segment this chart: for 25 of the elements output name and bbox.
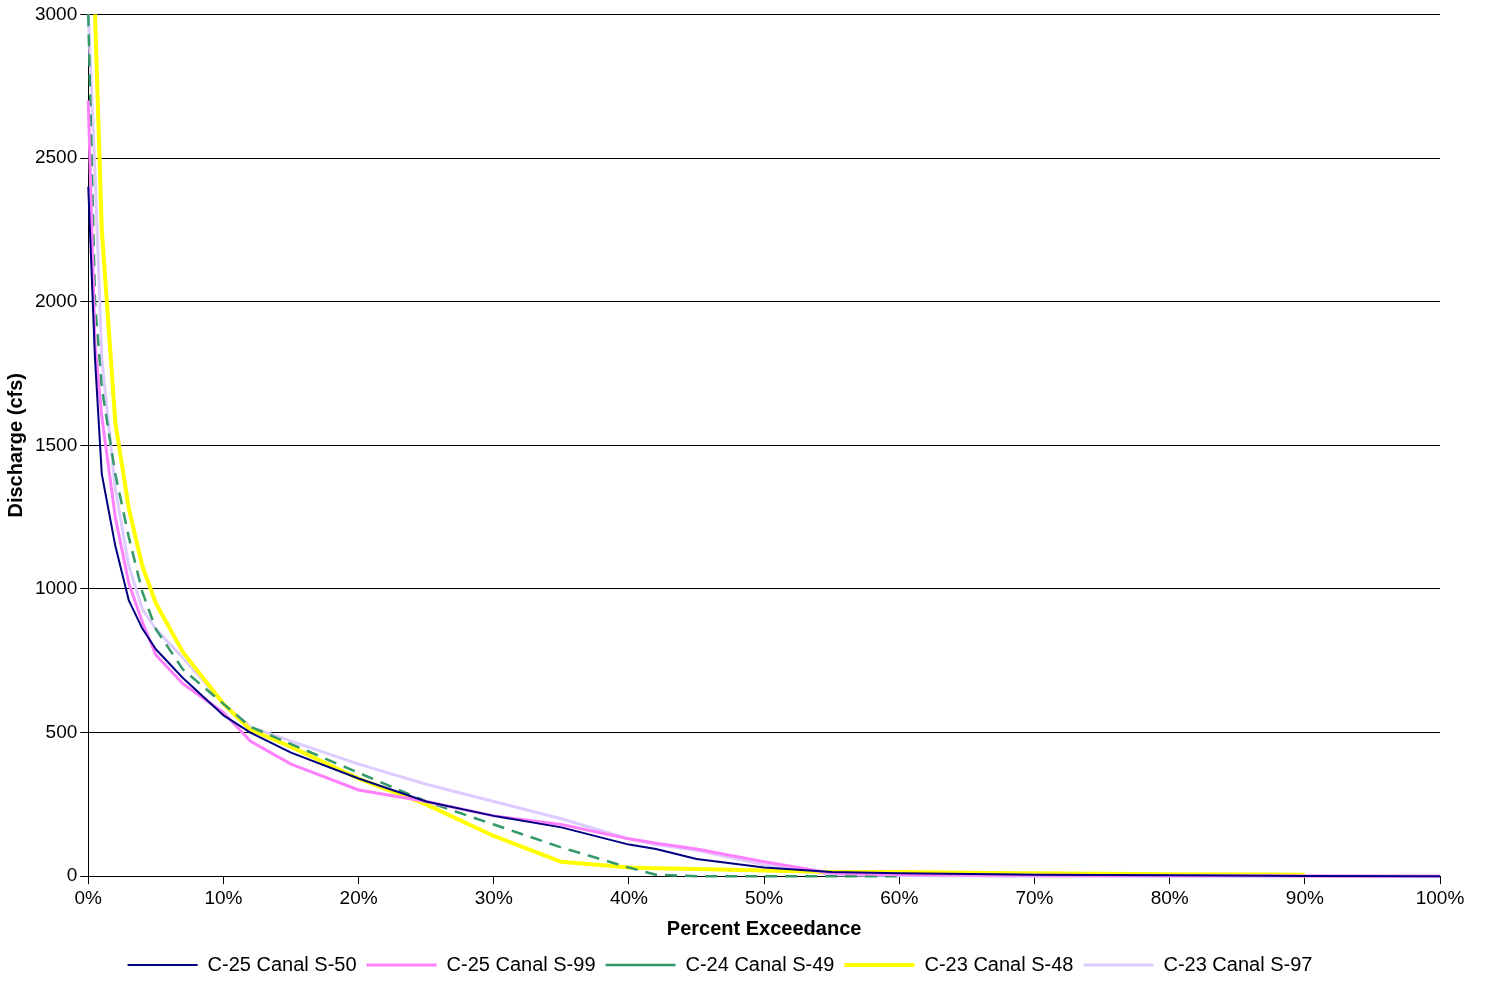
legend-label: C-23 Canal S-97 <box>1163 952 1313 975</box>
y-tick-label: 3000 <box>34 2 78 24</box>
y-tick-label: 2000 <box>34 289 78 311</box>
y-tick-label: 2500 <box>34 146 78 168</box>
x-tick-label: 40% <box>609 886 649 908</box>
legend-label: C-25 Canal S-99 <box>446 952 596 975</box>
y-axis-title: Discharge (cfs) <box>3 373 26 518</box>
y-tick-label: 1000 <box>34 577 78 599</box>
x-tick-label: 80% <box>1150 886 1189 908</box>
legend-label: C-23 Canal S-48 <box>924 952 1074 975</box>
y-tick-label: 1500 <box>34 433 78 455</box>
x-tick-label: 50% <box>745 886 784 908</box>
y-tick-label: 500 <box>45 720 78 742</box>
x-axis-title: Percent Exceedance <box>666 916 862 939</box>
x-tick-label: 90% <box>1285 886 1324 908</box>
x-tick-label: 10% <box>204 886 243 908</box>
x-tick-label: 20% <box>339 886 378 908</box>
x-tick-label: 100% <box>1415 886 1465 908</box>
y-tick-label: 0 <box>66 864 78 886</box>
x-tick-label: 30% <box>474 886 513 908</box>
x-tick-label: 0% <box>74 886 103 908</box>
legend-label: C-25 Canal S-50 <box>207 952 357 975</box>
x-tick-label: 70% <box>1015 886 1054 908</box>
x-tick-label: 60% <box>880 886 919 908</box>
legend-label: C-24 Canal S-49 <box>685 952 835 975</box>
